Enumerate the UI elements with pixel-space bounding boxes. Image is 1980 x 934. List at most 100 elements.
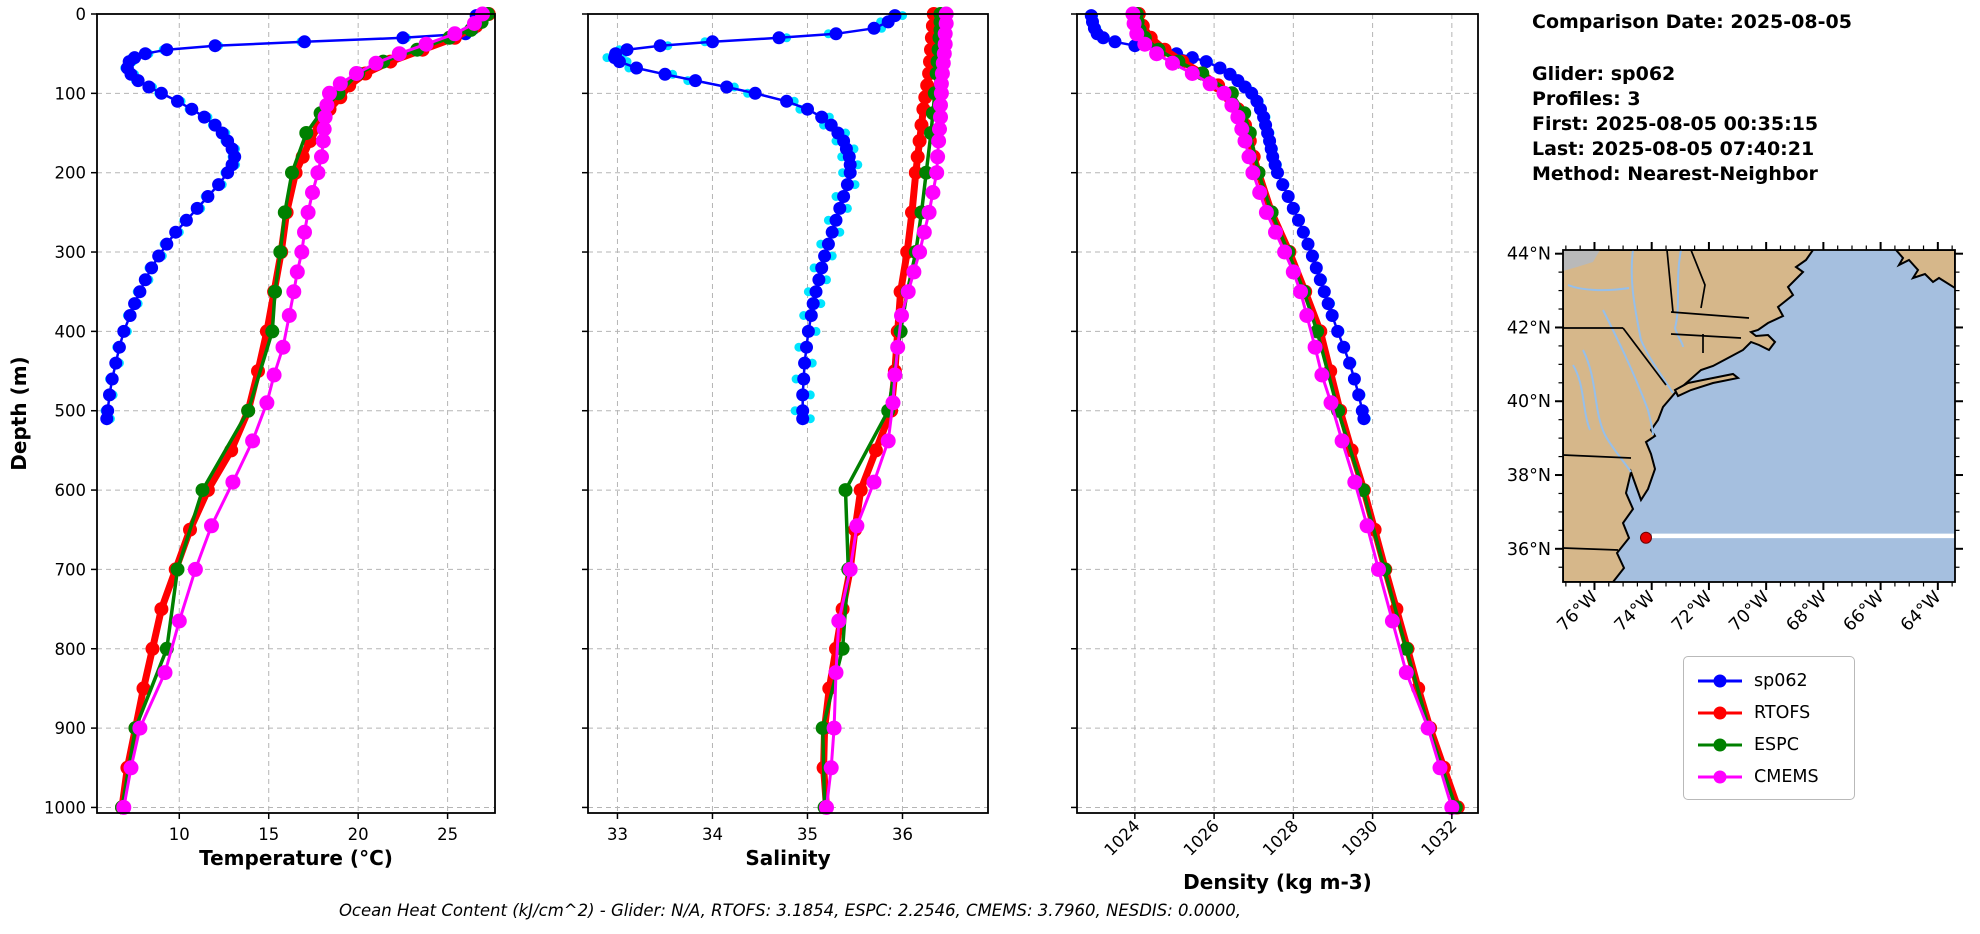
series-marker-CMEMS [116,799,132,815]
panel-frame [1076,13,1479,814]
y-tick-label: 500 [55,402,87,421]
series-CMEMS [116,6,490,815]
series-marker-sp062 [1286,201,1300,215]
series-marker-sp062 [706,35,719,49]
series-marker-sp062 [105,372,119,386]
x-axis-label: Salinity [745,846,830,870]
profiles-count-text: Profiles: 3 [1532,88,1641,110]
series-marker-sp062 [171,94,184,108]
x-tick-label: 1026 [1180,816,1223,859]
series-marker-CMEMS [1137,36,1153,52]
x-tick-label: 1030 [1338,816,1381,859]
method-text: Method: Nearest-Neighbor [1532,163,1818,185]
series-marker-CMEMS [866,474,882,490]
series-marker-sp062 [201,190,215,203]
series-marker-sp062 [801,102,814,116]
comparison-date-text: Comparison Date: 2025-08-05 [1532,11,1852,33]
series-marker-CMEMS [348,66,364,81]
legend-item-sp062: sp062 [1696,665,1854,697]
map-nodata-region [1563,250,1600,271]
map-state-borders [1563,250,1750,551]
x-tick-label: 10 [169,825,190,844]
series-marker-sp062 [1317,285,1331,299]
series-marker-sp062 [179,213,193,227]
series-marker-CMEMS [1398,665,1414,681]
series-marker-RTOFS [914,118,929,133]
series-marker-CMEMS [1293,284,1308,300]
series-marker-CMEMS [316,121,332,137]
series-marker-CMEMS [1237,133,1253,149]
series-marker-sp062 [1343,356,1357,370]
series-marker-CMEMS [1149,46,1165,62]
series-marker-CMEMS [1252,185,1268,200]
series-marker-sp062 [1347,372,1361,386]
series-marker-CMEMS [1216,85,1232,101]
series-marker-CMEMS [831,613,847,629]
series-marker-CMEMS [1384,613,1400,629]
legend-label: sp062 [1754,671,1808,691]
series-marker-CMEMS [887,367,903,383]
x-tick-label: 33 [607,825,628,844]
series-marker-CMEMS [933,97,948,113]
map-lon-label: 76°W [1554,587,1602,635]
series-marker-CMEMS [368,55,384,71]
series-marker-sp062 [109,356,123,370]
series-marker-ESPC [170,562,185,577]
series-marker-sp062 [112,340,126,354]
series-marker-CMEMS [933,85,949,101]
series-line-CMEMS [1131,12,1454,809]
series-marker-sp062 [138,273,152,287]
series-marker-CMEMS [1314,367,1330,383]
series-marker-CMEMS [849,518,865,534]
series-marker-sp062 [160,237,174,251]
series-marker-CMEMS [314,149,329,165]
series-marker-CMEMS [930,149,946,165]
series-marker-sp062 [100,412,114,426]
series-marker-ESPC [277,205,292,220]
series-marker-sp062 [653,39,667,53]
series-marker-CMEMS [171,613,187,629]
series-marker-CMEMS [310,165,326,181]
series-marker-ESPC [835,641,850,656]
x-tick-label: 20 [348,825,369,844]
comparison-info-block: Comparison Date: 2025-08-05 Glider: sp06… [1532,10,1852,187]
series-marker-CMEMS [823,760,839,776]
series-marker-RTOFS [912,134,927,148]
y-tick-label: 900 [55,719,87,738]
series-marker-CMEMS [1268,224,1283,240]
last-profile-time-text: Last: 2025-08-05 07:40:21 [1532,138,1815,160]
series-sp062 [608,9,902,426]
series-marker-sp062 [1309,261,1323,275]
series-marker-CMEMS [1230,109,1246,125]
series-marker-sp062 [881,15,895,29]
series-marker-sp062 [801,324,815,338]
series-marker-CMEMS [933,109,948,125]
series-marker-RTOFS [908,165,923,180]
y-tick-label: 400 [55,322,87,341]
series-marker-RTOFS [145,641,160,656]
y-axis-label: Depth (m) [7,356,31,470]
series-marker-sp062 [806,297,820,311]
series-marker-sp062 [131,74,145,88]
series-marker-sp062 [809,285,823,299]
series-marker-sp062 [197,110,211,124]
series-marker-sp062 [1199,55,1213,69]
series-marker-sp062 [123,309,137,322]
series-marker-ESPC [815,721,830,736]
series-marker-CMEMS [880,433,896,449]
series-marker-CMEMS [266,367,282,383]
series-marker-sp062 [829,27,843,41]
series-marker-CMEMS [466,16,482,31]
series-sp062-raw [100,11,485,424]
map-lat-label: 44°N [1507,245,1551,265]
series-marker-CMEMS [912,244,928,260]
x-tick-label: 36 [892,825,913,844]
series-marker-sp062 [396,31,410,45]
series-marker-sp062 [1321,297,1335,311]
series-marker-RTOFS [853,483,868,498]
series-marker-sp062 [1292,213,1305,227]
x-axis-label: Temperature (°C) [199,846,393,870]
series-marker-sp062 [1108,35,1122,49]
series-marker-CMEMS [187,561,203,577]
